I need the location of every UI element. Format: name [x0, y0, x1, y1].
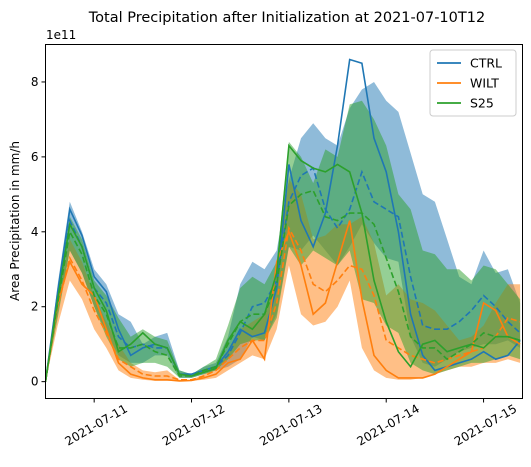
- chart-title: Total Precipitation after Initialization…: [88, 10, 485, 26]
- x-tick-label: 2021-07-11: [62, 402, 129, 449]
- x-tick-label: 2021-07-14: [355, 402, 422, 449]
- y-tick-label: 4: [31, 225, 39, 239]
- x-tick-label: 2021-07-13: [257, 402, 324, 449]
- line-ctrl: [45, 58, 521, 382]
- series-lines: [45, 58, 521, 382]
- y-tick-label: 2: [31, 300, 39, 314]
- line-s25: [45, 143, 521, 382]
- y-axis-label: Area Precipitation in mm/h: [8, 141, 22, 301]
- y-axis-ticks: 0 2 4 6 8: [31, 75, 46, 389]
- x-axis-ticks: 2021-07-11 2021-07-12 2021-07-13 2021-07-14…: [62, 398, 519, 449]
- legend-box: [429, 49, 517, 117]
- legend-label-s25: S25: [470, 96, 494, 111]
- y-tick-label: 6: [31, 150, 39, 164]
- y-axis-scale-label: 1e11: [46, 28, 76, 42]
- y-tick-label: 0: [31, 375, 39, 389]
- x-tick-label: 2021-07-12: [160, 402, 227, 449]
- plot-frame: [45, 44, 523, 399]
- legend-label-ctrl: CTRL: [470, 56, 502, 71]
- y-tick-label: 8: [31, 75, 39, 89]
- legend-label-wilt: WILT: [470, 76, 499, 91]
- mean-line-wilt: [45, 225, 521, 382]
- legend: CTRL WILT S25: [429, 49, 517, 117]
- x-tick-label: 2021-07-15: [452, 402, 519, 449]
